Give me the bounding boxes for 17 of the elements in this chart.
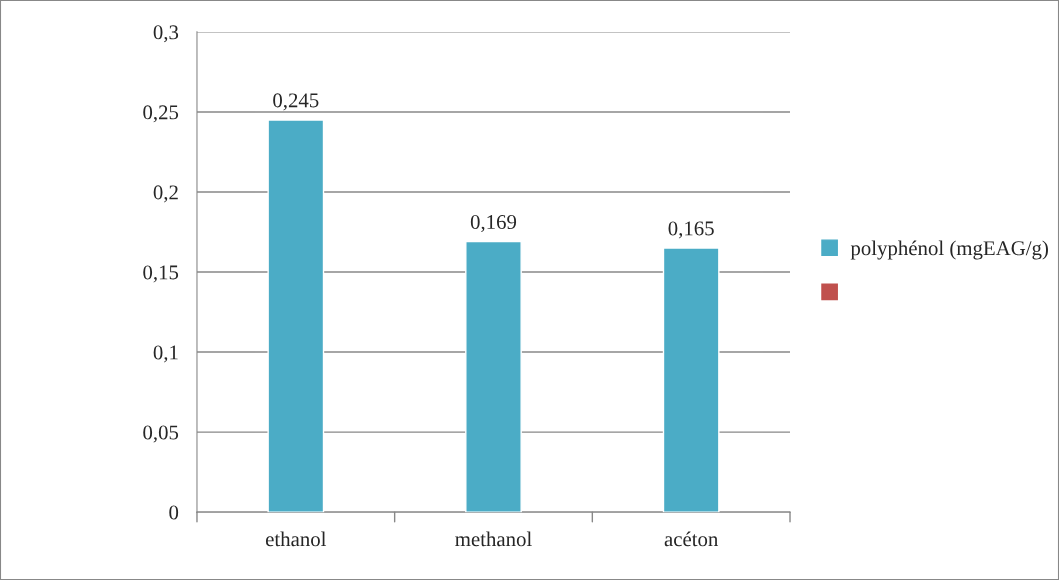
bar xyxy=(267,119,325,513)
y-tick-label: 0,25 xyxy=(143,105,179,123)
y-tick-label: 0,3 xyxy=(153,25,179,43)
data-label: 0,165 xyxy=(668,221,714,239)
data-label: 0,245 xyxy=(273,93,319,111)
x-tick-label: acéton xyxy=(664,531,719,547)
bar xyxy=(662,247,720,513)
legend-label: polyphénol (mgEAG/g) xyxy=(850,240,1048,260)
y-tick-label: 0,15 xyxy=(143,265,179,283)
bar xyxy=(465,240,522,513)
x-tick-label: methanol xyxy=(455,531,532,547)
y-tick-label: 0 xyxy=(169,505,179,520)
data-label: 0,169 xyxy=(470,214,517,233)
y-tick-label: 0,05 xyxy=(143,425,179,443)
x-tick-label: ethanol xyxy=(265,531,327,547)
y-tick-label: 0,2 xyxy=(153,185,178,203)
y-tick-label: 0,1 xyxy=(153,345,178,363)
